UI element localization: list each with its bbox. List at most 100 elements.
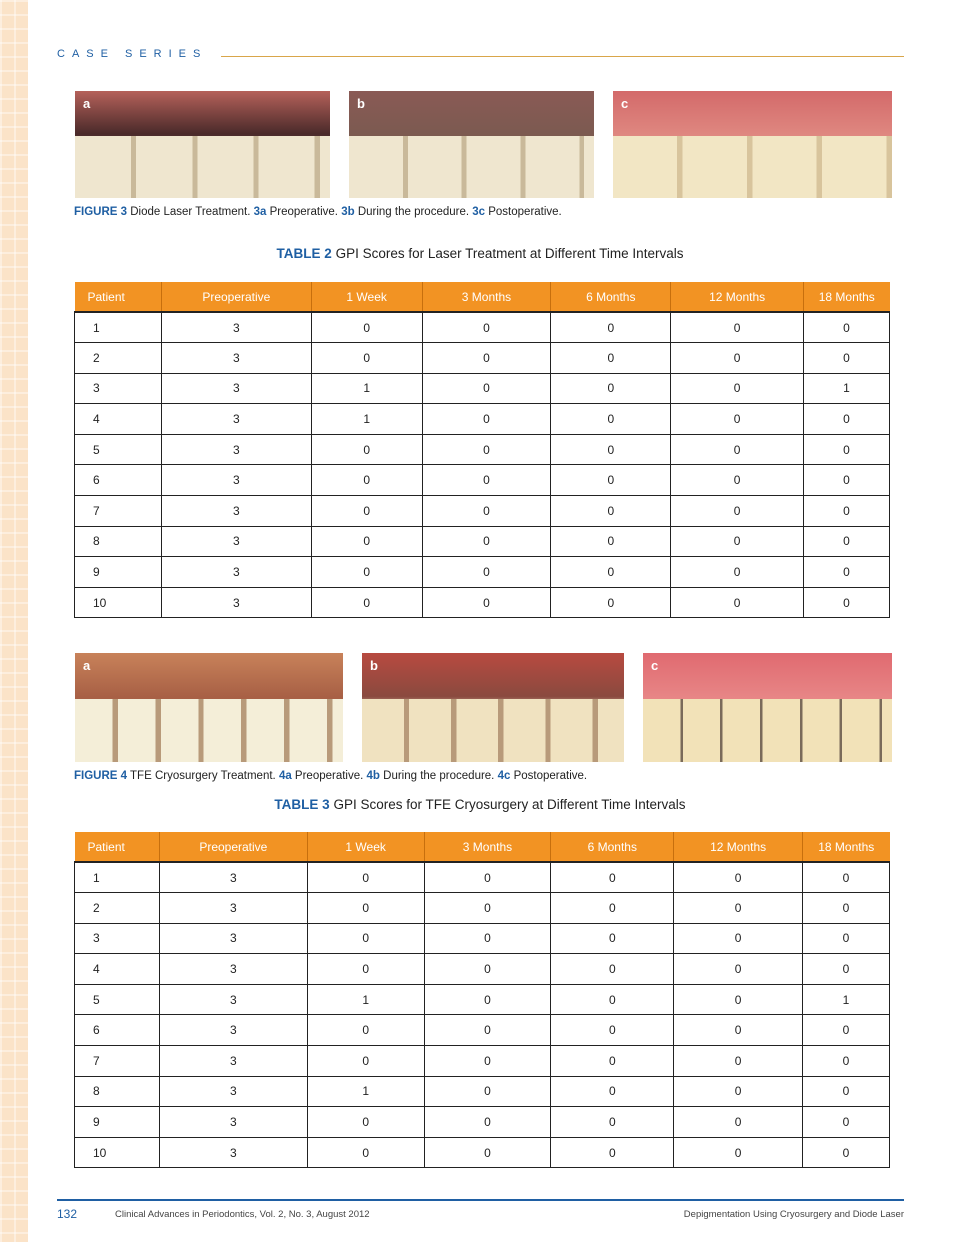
table-cell: 1 xyxy=(306,1075,425,1108)
table-cell: 0 xyxy=(550,495,672,527)
decorative-side-stripe xyxy=(0,0,28,1242)
header-row: Patient Preoperative 1 Week 3 Months 6 Month… xyxy=(74,282,890,313)
table-cell: 0 xyxy=(673,953,804,985)
table-cell: 10 xyxy=(74,586,162,619)
table-cell: 0 xyxy=(550,586,672,619)
table-cell: 0 xyxy=(550,464,672,497)
table-cell: 0 xyxy=(550,1014,675,1047)
table-cell: 3 xyxy=(160,525,312,558)
table-cell: 0 xyxy=(670,556,805,588)
table-cell: 0 xyxy=(802,1106,890,1138)
table-cell: 0 xyxy=(306,1014,425,1047)
table3-gpi-cryosurgery: Patient Preoperative 1 Week 3 Months 6 Month… xyxy=(74,832,890,1169)
table-cell: 0 xyxy=(306,861,425,894)
table-cell: 0 xyxy=(550,556,672,588)
table-cell: 0 xyxy=(673,1014,804,1047)
column-header: 3 Months xyxy=(423,832,551,863)
table3-title: TABLE 3 GPI Scores for TFE Cryosurgery a… xyxy=(274,797,686,812)
table-cell: 7 xyxy=(74,495,162,527)
table-cell: 3 xyxy=(74,372,162,405)
table-cell: 0 xyxy=(310,433,423,466)
table-cell: 6 xyxy=(74,464,162,497)
table-cell: 3 xyxy=(160,556,312,588)
table-cell: 0 xyxy=(310,525,423,558)
table-cell: 0 xyxy=(550,342,672,374)
table-cell: 0 xyxy=(306,953,425,985)
table2-title: TABLE 2 GPI Scores for Laser Treatment a… xyxy=(276,246,684,261)
table-cell: 0 xyxy=(803,495,890,527)
table-cell: 0 xyxy=(802,1136,890,1169)
table-cell: 3 xyxy=(160,495,312,527)
table-cell: 0 xyxy=(670,586,805,619)
panel-label: b xyxy=(357,96,365,111)
column-header: 12 Months xyxy=(673,832,803,863)
table-cell: 0 xyxy=(421,311,552,344)
table-cell: 0 xyxy=(670,372,805,405)
table-cell: 0 xyxy=(421,495,552,527)
table-cell: 3 xyxy=(160,586,312,619)
table-cell: 10 xyxy=(74,1136,160,1169)
table-cell: 0 xyxy=(421,464,552,497)
table-cell: 0 xyxy=(423,922,552,955)
table-cell: 0 xyxy=(670,525,805,558)
table-cell: 3 xyxy=(158,892,308,924)
figure4-photo-b: b xyxy=(362,653,624,762)
table-cell: 0 xyxy=(423,1045,552,1077)
table-cell: 8 xyxy=(74,525,162,558)
table-cell: 0 xyxy=(803,342,890,374)
table-cell: 0 xyxy=(423,1014,552,1047)
table-cell: 6 xyxy=(74,1014,160,1047)
table-cell: 0 xyxy=(550,1045,675,1077)
running-head: CASE SERIES xyxy=(57,48,208,60)
table2-gpi-laser: Patient Preoperative 1 Week 3 Months 6 Month… xyxy=(74,282,890,619)
panel-label: a xyxy=(83,96,91,111)
column-header: 3 Months xyxy=(421,282,551,313)
table-cell: 3 xyxy=(158,1014,308,1047)
journal-citation: Clinical Advances in Periodontics, Vol. … xyxy=(115,1209,370,1220)
table-cell: 0 xyxy=(421,433,552,466)
table-cell: 7 xyxy=(74,1045,160,1077)
table-cell: 3 xyxy=(158,1045,308,1077)
footer-rule xyxy=(57,1199,904,1201)
figure4-caption: FIGURE 4 TFE Cryosurgery Treatment. 4a P… xyxy=(74,770,588,782)
table-cell: 0 xyxy=(802,1014,890,1047)
column-header: Preoperative xyxy=(158,832,308,863)
figure3-photo-c: c xyxy=(613,91,892,198)
table-cell: 0 xyxy=(802,892,890,924)
table-cell: 0 xyxy=(673,1106,804,1138)
table-cell: 0 xyxy=(310,556,423,588)
column-header: 6 Months xyxy=(550,282,671,313)
page-number: 132 xyxy=(57,1207,78,1221)
table-cell: 0 xyxy=(550,1106,675,1138)
figure3-photo-b: b xyxy=(349,91,594,198)
table-cell: 0 xyxy=(423,892,552,924)
table-cell: 0 xyxy=(421,556,552,588)
column-header: 18 Months xyxy=(802,832,890,863)
table-cell: 5 xyxy=(74,983,160,1016)
table-cell: 0 xyxy=(802,1075,890,1108)
header-rule xyxy=(221,56,904,57)
table-cell: 3 xyxy=(160,403,312,435)
table-cell: 0 xyxy=(310,586,423,619)
table-cell: 0 xyxy=(803,556,890,588)
table-cell: 0 xyxy=(306,922,425,955)
table-row: 10 3 0 0 0 0 0 xyxy=(74,1136,890,1169)
table-cell: 3 xyxy=(160,464,312,497)
table-cell: 0 xyxy=(423,1075,552,1108)
table-cell: 0 xyxy=(803,433,890,466)
table-cell: 0 xyxy=(310,342,423,374)
table-cell: 3 xyxy=(160,311,312,344)
table-cell: 8 xyxy=(74,1075,160,1108)
table-cell: 0 xyxy=(423,1106,552,1138)
table-cell: 0 xyxy=(670,433,805,466)
table-cell: 0 xyxy=(670,495,805,527)
table-cell: 0 xyxy=(421,525,552,558)
